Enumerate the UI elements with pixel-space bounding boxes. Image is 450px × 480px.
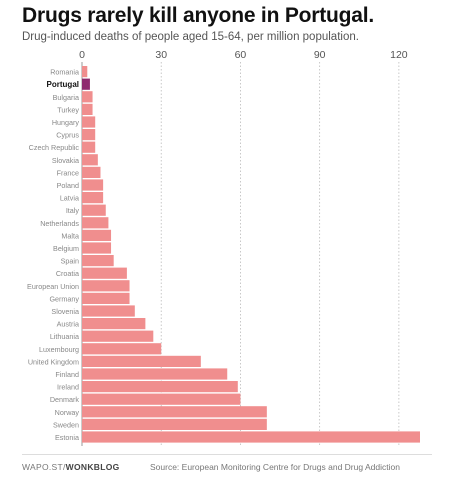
bar-hungary — [82, 116, 96, 128]
y-category-label: Germany — [49, 294, 79, 303]
bar-netherlands — [82, 217, 109, 229]
footer-divider — [22, 454, 432, 455]
bar-romania — [82, 66, 88, 78]
bar-poland — [82, 179, 104, 191]
x-tick-label: 120 — [390, 49, 408, 61]
footer-source: Source: European Monitoring Centre for D… — [150, 462, 400, 472]
y-category-label: Bulgaria — [53, 93, 79, 102]
y-category-label: Finland — [55, 370, 79, 379]
bar-slovenia — [82, 305, 135, 317]
bar-croatia — [82, 267, 127, 279]
chart-subtitle: Drug-induced deaths of people aged 15-64… — [22, 31, 359, 43]
y-category-label: Netherlands — [40, 219, 79, 228]
bar-ireland — [82, 381, 238, 393]
y-category-label: Lithuania — [50, 332, 79, 341]
bar-lithuania — [82, 330, 154, 342]
y-category-label: Slovenia — [51, 307, 79, 316]
bar-turkey — [82, 103, 93, 115]
bar-slovakia — [82, 154, 98, 166]
y-category-label: Belgium — [53, 244, 79, 253]
y-category-label: Luxembourg — [39, 345, 79, 354]
bar-chart: Romania Portugal Bulgaria Turkey Hungary Cypr… — [27, 49, 420, 446]
bar-france — [82, 166, 101, 178]
bar-spain — [82, 255, 114, 267]
y-category-label: Portugal — [47, 80, 79, 89]
bar-sweden — [82, 418, 267, 430]
y-category-label: France — [57, 168, 79, 177]
y-category-label: Turkey — [57, 105, 79, 114]
y-category-label: Sweden — [53, 420, 79, 429]
y-category-label: Estonia — [55, 433, 79, 442]
y-category-label: Poland — [57, 181, 79, 190]
y-category-label: Slovakia — [52, 156, 79, 165]
bar-italy — [82, 204, 106, 216]
bar-norway — [82, 406, 267, 418]
bar-austria — [82, 318, 146, 330]
y-category-label: Czech Republic — [29, 143, 80, 152]
bar-united-kingdom — [82, 355, 201, 367]
y-category-label: Hungary — [52, 118, 80, 127]
y-category-label: European Union — [27, 282, 79, 291]
y-category-label: Norway — [55, 408, 80, 417]
y-category-label: Denmark — [50, 395, 80, 404]
y-category-label: Croatia — [56, 269, 79, 278]
bar-portugal — [82, 78, 90, 90]
bar-finland — [82, 368, 228, 380]
y-category-label: Romania — [50, 68, 79, 77]
y-category-label: Cyprus — [56, 131, 79, 140]
footer-credit-brand: WONKBLOG — [65, 462, 120, 472]
chart-title: Drugs rarely kill anyone in Portugal. — [22, 4, 375, 27]
footer-credit-prefix: WAPO.ST/ — [22, 462, 66, 472]
bar-denmark — [82, 393, 241, 405]
bar-european-union — [82, 280, 130, 292]
bar-latvia — [82, 192, 104, 204]
x-tick-label: 90 — [314, 49, 326, 61]
y-category-label: Latvia — [60, 194, 79, 203]
bar-germany — [82, 292, 130, 304]
y-category-label: Spain — [61, 257, 79, 266]
y-category-label: United Kingdom — [28, 357, 79, 366]
y-category-label: Ireland — [57, 383, 79, 392]
x-tick-label: 30 — [155, 49, 167, 61]
bar-estonia — [82, 431, 420, 443]
y-category-label: Malta — [61, 231, 79, 240]
x-tick-label: 60 — [235, 49, 247, 61]
bar-malta — [82, 229, 112, 241]
bar-luxembourg — [82, 343, 162, 355]
bar-belgium — [82, 242, 112, 254]
y-category-label: Italy — [66, 206, 80, 215]
bar-czech-republic — [82, 141, 96, 153]
y-category-label: Austria — [57, 320, 79, 329]
bar-cyprus — [82, 129, 96, 141]
footer-credit: WAPO.ST/WONKBLOG — [22, 462, 120, 472]
x-tick-label: 0 — [79, 49, 85, 61]
bar-bulgaria — [82, 91, 93, 103]
